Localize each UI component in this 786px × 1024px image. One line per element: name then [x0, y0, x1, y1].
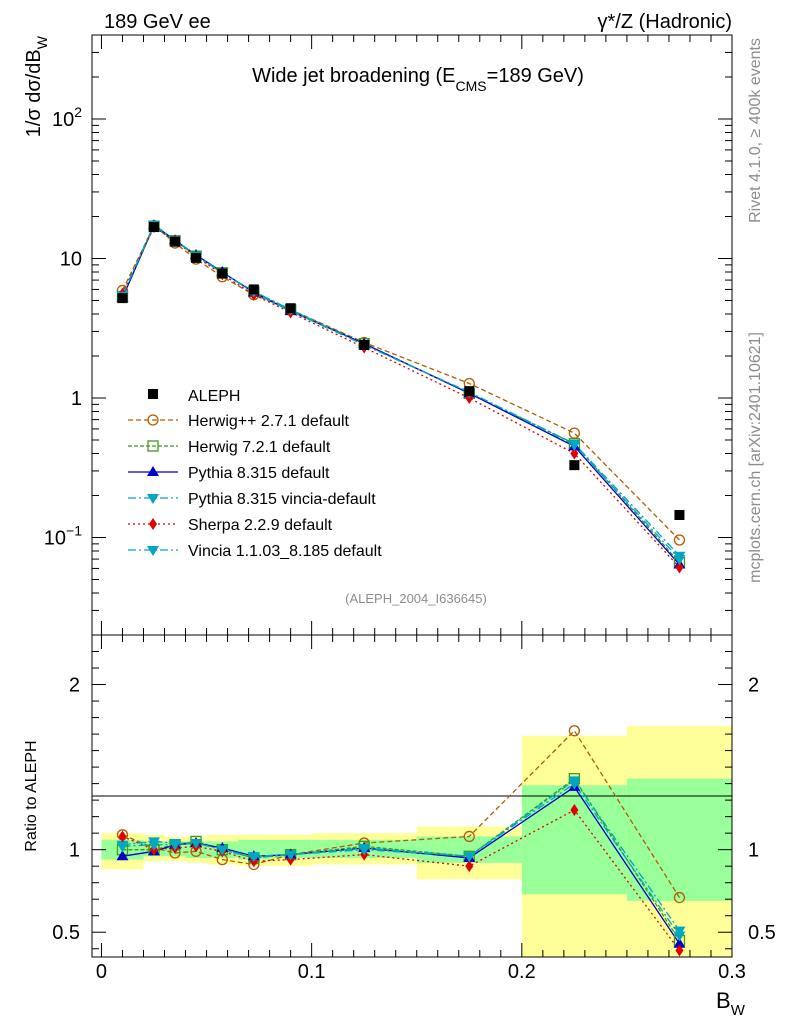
legend-marker [147, 494, 159, 504]
header-left: 189 GeV ee [104, 11, 211, 33]
ratio-point [465, 860, 474, 873]
chart-title: Wide jet broadening (ECMS=189 GeV) [252, 65, 584, 94]
ratio-point [148, 840, 161, 851]
ratio-tick-label: 0.5 [748, 922, 776, 944]
legend-marker [147, 440, 159, 452]
data-point [117, 293, 128, 304]
x-tick-label: 0.2 [508, 961, 536, 983]
ratio-point [216, 845, 229, 856]
legend-label: Herwig++ 2.7.1 default [188, 413, 350, 430]
ratio-point [169, 840, 182, 851]
y-tick-label: 1 [71, 388, 82, 410]
series-point [673, 555, 686, 566]
legend-marker [147, 546, 159, 556]
ratio-y-label: Ratio to ALEPH [23, 740, 40, 851]
legend: ALEPH Herwig++ 2.7.1 default Herwig 7.2.1 … [128, 388, 382, 560]
data-point [359, 339, 370, 350]
legend-label: Pythia 8.315 vincia-default [188, 491, 376, 508]
y-tick-label: 10 [60, 248, 82, 270]
legend-label: ALEPH [188, 388, 240, 405]
data-point [248, 284, 259, 295]
ratio-point [284, 850, 297, 861]
ratio-panel: 0.5 0.5 1 1 2 2 0 0.1 0.2 0.3 Ratio to ALEPH [23, 634, 776, 983]
legend-label: Sherpa 2.2.9 default [188, 517, 333, 534]
x-tick-label: 0 [96, 961, 107, 983]
series-point [568, 441, 581, 452]
data-point [674, 509, 685, 520]
series-point [675, 561, 684, 574]
x-tick-label: 0.3 [718, 961, 746, 983]
ratio-point [570, 804, 579, 817]
legend-label: Herwig 7.2.1 default [188, 439, 331, 456]
ratio-tick-label: 1 [69, 840, 80, 862]
legend-marker [147, 466, 159, 476]
ratio-band-inner [521, 785, 627, 895]
header-right: γ*/Z (Hadronic) [598, 11, 732, 33]
legend-marker [147, 414, 159, 426]
legend-label: Pythia 8.315 default [188, 465, 330, 482]
series-point [568, 427, 581, 439]
series-line [121, 226, 680, 568]
data-point [285, 303, 296, 314]
ratio-frame [91, 634, 733, 958]
y-axis-label: 1/σ dσ/dBW [23, 35, 50, 137]
x-axis-label: BW [716, 988, 746, 1019]
legend-marker [149, 518, 157, 530]
y-tick-label: 10−1 [44, 522, 82, 549]
ratio-point [358, 845, 371, 856]
ratio-point [568, 779, 581, 790]
data-point [191, 252, 202, 263]
ratio-point [673, 931, 686, 942]
analysis-tag: (ALEPH_2004_I636645) [345, 591, 487, 606]
data-point [170, 236, 181, 247]
ratio-tick-label: 2 [748, 675, 759, 697]
series-point [570, 447, 579, 460]
ratio-point [247, 852, 260, 863]
ratio-point [673, 937, 686, 948]
ratio-point [463, 830, 475, 843]
series-point [673, 534, 686, 546]
y-tick-label: 102 [52, 104, 82, 131]
ratio-tick-label: 2 [69, 675, 80, 697]
legend-label: Vincia 1.1.03_8.185 default [188, 543, 382, 560]
ratio-point [568, 725, 581, 737]
ratio-point [190, 839, 203, 850]
ratio-point [463, 852, 476, 863]
rivet-label: Rivet 4.1.0, ≥ 400k events [747, 38, 764, 223]
data-point [464, 386, 475, 397]
legend-marker [148, 389, 158, 399]
ratio-point [673, 891, 686, 904]
ratio-band-inner [626, 778, 732, 901]
data-point [149, 222, 160, 233]
ratio-point [116, 842, 129, 853]
ratio-point [675, 944, 684, 957]
ratio-tick-label: 0.5 [52, 922, 80, 944]
ratio-point [118, 830, 127, 843]
data-point [569, 460, 580, 471]
data-point [217, 268, 228, 279]
ratio-point [116, 850, 129, 861]
main-panel: 10−1 1 10 102 Wide jet broadening (ECMS=189… [23, 34, 733, 636]
ratio-tick-label: 1 [748, 840, 759, 862]
x-tick-label: 0.1 [298, 961, 326, 983]
mcplots-label: mcplots.cern.ch [arXiv:2401.10621] [747, 332, 764, 583]
